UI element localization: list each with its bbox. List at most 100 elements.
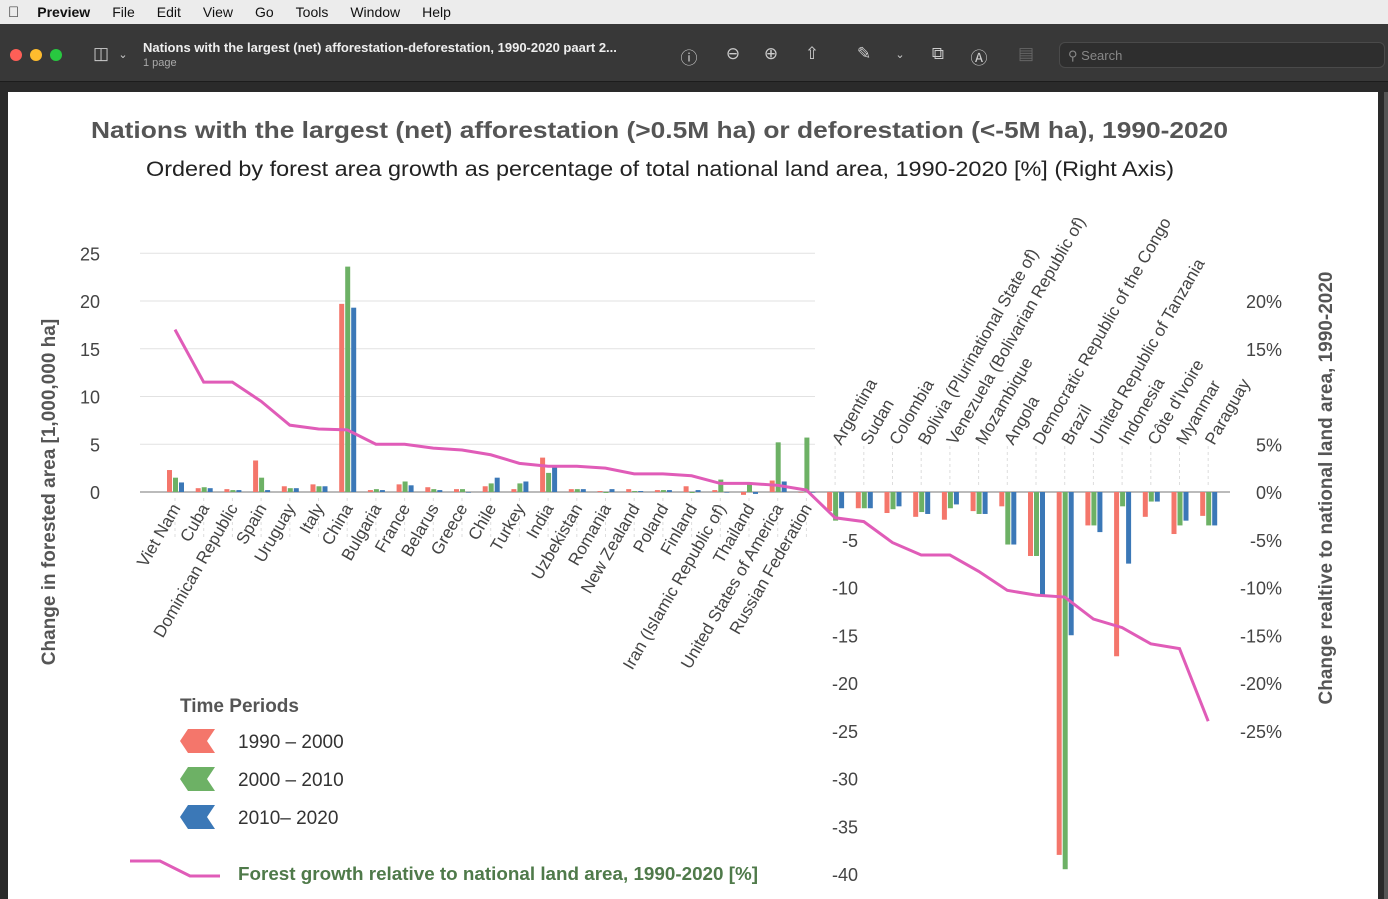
bar-0 [712,490,718,492]
bar-1 [1177,492,1183,526]
apple-icon[interactable]:  [8,4,19,21]
bar-1 [230,490,236,492]
y2-tick-label: -15% [1240,626,1282,646]
bar-0 [1142,492,1148,517]
bar-2 [753,492,758,494]
bar-2 [1040,492,1045,596]
bar-0 [741,492,746,495]
markup-pen-icon[interactable]: ✎ [856,44,872,63]
bar-1 [1206,492,1212,526]
bar-0 [626,489,632,492]
zoom-button[interactable] [50,49,62,61]
menu-go[interactable]: Go [243,4,274,20]
rotate-icon[interactable]: ⧉ [931,44,945,63]
scrollbar[interactable] [1384,92,1388,899]
legend-label: 2010– 2020 [238,808,338,829]
y2-tick-label: 5% [1256,435,1282,455]
bar-2 [179,482,184,492]
y-tick-label: -40 [832,865,858,885]
bar-0 [367,490,373,492]
bar-2 [609,489,615,492]
legend-title: Time Periods [180,696,299,717]
bar-2 [867,492,873,509]
bar-0 [454,489,459,492]
bar-1 [833,492,839,521]
menu-file[interactable]: File [100,4,135,20]
bar-2 [1011,492,1017,545]
bar-1 [546,472,552,492]
bar-1 [890,492,896,510]
bar-0 [597,491,603,492]
menu-window[interactable]: Window [339,4,400,20]
y-tick-label: 5 [90,435,100,455]
close-button[interactable] [10,49,22,61]
bar-2 [437,490,443,492]
menu-edit[interactable]: Edit [145,4,181,20]
menu-view[interactable]: View [191,4,233,20]
bar-0 [913,492,919,517]
bar-1 [919,492,925,513]
legend-label: 1990 – 2000 [238,732,344,753]
bar-1 [488,483,494,492]
y2-tick-label: -25% [1240,722,1282,742]
y-tick-label: 10 [80,388,100,408]
bar-1 [259,477,265,492]
chevron-down-icon[interactable]: ⌄ [895,49,905,61]
y-tick-label: 15 [80,340,100,360]
bar-2 [265,490,271,492]
sidebar-toggle-icon[interactable]: ◫ [92,44,110,63]
share-icon[interactable]: ⇧ [804,44,820,63]
menu-tools[interactable]: Tools [284,4,329,20]
bar-1 [804,437,810,492]
bar-2 [925,492,931,514]
info-icon[interactable]: ⓘ [680,49,698,68]
bar-1 [287,488,293,492]
bar-1 [603,492,609,493]
bar-1 [345,266,351,492]
bar-2 [322,486,328,492]
bar-2 [494,477,500,492]
minimize-button[interactable] [30,49,42,61]
bar-2 [552,467,558,492]
bar-2 [236,490,242,492]
bar-1 [947,492,953,509]
bar-0 [884,492,890,514]
bar-0 [827,492,833,512]
bar-0 [425,487,431,492]
bar-0 [1056,492,1062,855]
chevron-down-icon[interactable]: ⌄ [118,49,128,61]
bar-2 [207,488,213,492]
form-fill-icon: ▤ [1017,44,1035,63]
bar-1 [775,442,781,492]
y-tick-label: -25 [832,722,858,742]
search-input[interactable]: ⚲ Search [1059,42,1385,68]
zoom-out-icon[interactable]: ⊖ [725,44,741,63]
bar-1 [1062,492,1068,870]
bar-2 [1126,492,1132,564]
y-tick-label: -30 [832,770,858,790]
bar-2 [379,490,385,492]
legend-swatch [180,805,215,829]
bar-1 [460,489,465,492]
y-tick-label: -35 [832,817,858,837]
bar-1 [1091,492,1097,526]
bar-2 [896,492,902,507]
bar-0 [511,489,517,492]
bar-2 [1097,492,1103,533]
menu-app[interactable]: Preview [26,4,90,20]
bar-2 [1183,492,1189,521]
bar-1 [574,489,580,492]
bar-0 [970,492,976,512]
zoom-in-icon[interactable]: ⊕ [763,44,779,63]
y-tick-label: 25 [80,244,100,264]
bar-0 [1114,492,1120,657]
bar-0 [540,457,546,492]
bar-0 [339,303,345,492]
bar-0 [281,486,287,492]
growth-line [173,328,1210,722]
bar-0 [310,484,316,492]
bar-2 [982,492,988,514]
annotate-icon[interactable]: Ⓐ [970,49,988,68]
menu-help[interactable]: Help [410,4,451,20]
y-tick-label: -5 [842,531,858,551]
